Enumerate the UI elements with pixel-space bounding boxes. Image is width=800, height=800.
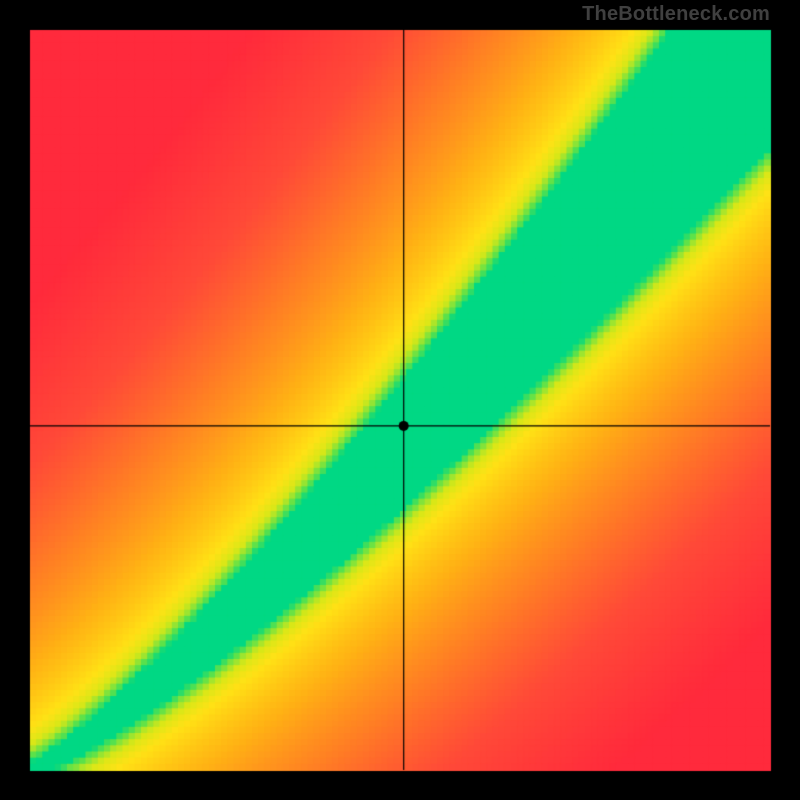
chart-frame: TheBottleneck.com [0, 0, 800, 800]
watermark-text: TheBottleneck.com [582, 3, 770, 26]
bottleneck-heatmap [0, 0, 800, 800]
